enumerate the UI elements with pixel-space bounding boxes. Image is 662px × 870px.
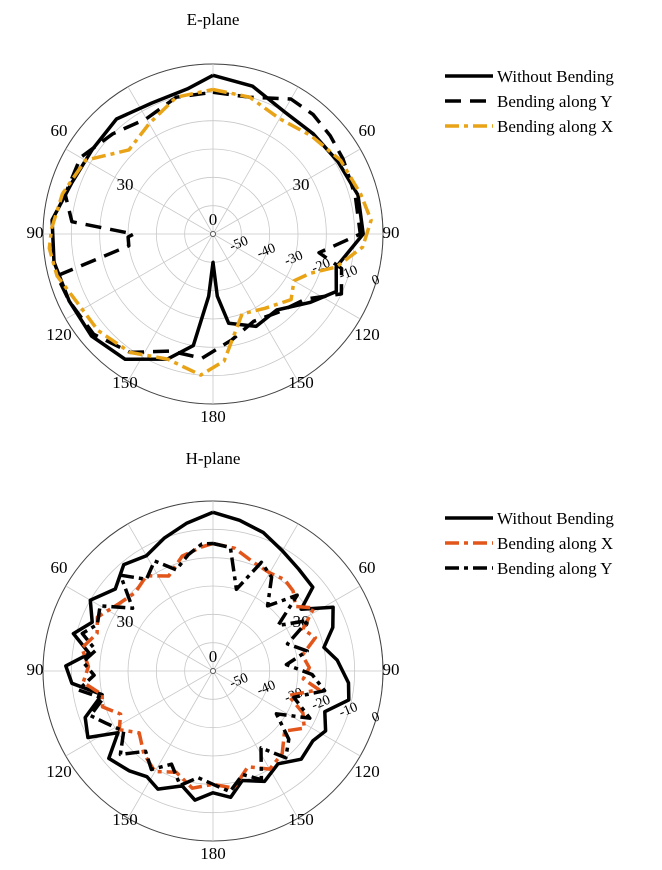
angle-tick-label: 150: [112, 810, 138, 829]
angle-tick-label: 150: [112, 373, 138, 392]
angle-tick-label: 90: [27, 223, 44, 242]
radial-tick-label: -50: [228, 671, 251, 692]
legend-label: Bending along Y: [497, 92, 613, 111]
e-plane-chart: E-plane-50 -40 -30 -20 -10 003060901201501801…: [27, 10, 615, 426]
angular-grid-spoke: [127, 670, 214, 819]
legend-label: Without Bending: [497, 67, 614, 86]
origin-marker: [210, 231, 216, 237]
angular-grid-spoke: [127, 86, 214, 235]
series-line: [47, 87, 373, 377]
chart-title: E-plane: [187, 10, 240, 29]
angular-grid-spoke: [65, 233, 214, 320]
radial-tick-label: -30: [282, 248, 305, 269]
origin-marker: [210, 668, 216, 674]
series-line: [55, 90, 363, 360]
angle-tick-label: 180: [200, 844, 226, 863]
legend-label: Bending along X: [497, 534, 613, 553]
h-plane-chart: H-plane-50 -40 -30 -20 -10 003060901201501801…: [27, 449, 615, 863]
angle-tick-label: 120: [354, 762, 380, 781]
series-line: [76, 541, 327, 794]
angular-grid-spoke: [212, 523, 299, 672]
legend-label: Without Bending: [497, 509, 614, 528]
angle-tick-label: 90: [27, 660, 44, 679]
angular-grid-spoke: [127, 523, 214, 672]
series-line: [64, 510, 351, 802]
angle-tick-label: 120: [46, 325, 72, 344]
angular-grid-spoke: [212, 233, 299, 382]
angle-tick-label: 120: [46, 762, 72, 781]
legend-label: Bending along Y: [497, 559, 613, 578]
angular-grid-spoke: [212, 670, 299, 819]
angle-tick-label: 60: [51, 121, 68, 140]
angle-tick-label: 30: [117, 175, 134, 194]
angular-grid-spoke: [212, 233, 361, 320]
angular-grid-spoke: [212, 86, 299, 235]
angular-grid-spoke: [212, 585, 361, 672]
angle-tick-label: 150: [288, 810, 314, 829]
radial-tick-label: -40: [255, 678, 278, 699]
radial-tick-label: -40: [255, 241, 278, 262]
angle-tick-label: 0: [209, 210, 218, 229]
angle-tick-label: 60: [51, 558, 68, 577]
radial-tick-label: -20: [310, 693, 333, 714]
angular-grid-spoke: [65, 670, 214, 757]
angle-tick-label: 60: [359, 558, 376, 577]
angular-grid-spoke: [127, 233, 214, 382]
chart-title: H-plane: [186, 449, 241, 468]
angle-tick-label: 30: [293, 175, 310, 194]
angular-grid-spoke: [212, 148, 361, 235]
angular-grid-spoke: [65, 148, 214, 235]
legend-label: Bending along X: [497, 117, 613, 136]
radial-tick-label: 0: [370, 709, 382, 726]
angle-tick-label: 180: [200, 407, 226, 426]
radial-tick-label: -20: [310, 256, 333, 277]
angle-tick-label: 60: [359, 121, 376, 140]
angle-tick-label: 0: [209, 647, 218, 666]
angle-tick-label: 120: [354, 325, 380, 344]
angle-tick-label: 90: [383, 223, 400, 242]
angle-tick-label: 90: [383, 660, 400, 679]
radial-tick-label: 0: [370, 272, 382, 289]
radial-tick-label: -50: [228, 234, 251, 255]
radial-tick-label: -10: [337, 700, 360, 721]
angle-tick-label: 150: [288, 373, 314, 392]
angle-tick-label: 30: [117, 612, 134, 631]
